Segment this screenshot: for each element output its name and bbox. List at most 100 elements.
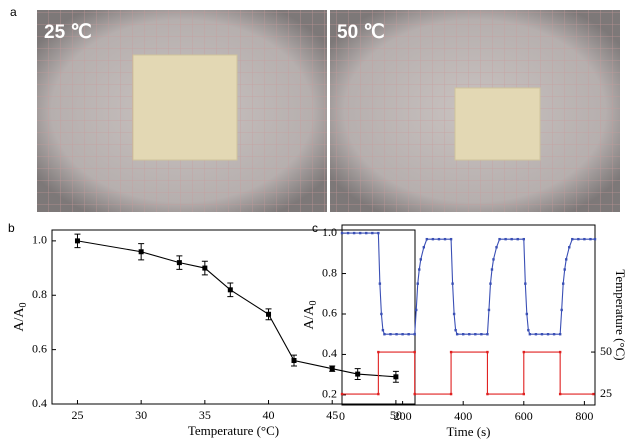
data-point (452, 312, 456, 316)
data-point (528, 333, 532, 336)
x-tick-label: 25 (71, 408, 83, 422)
data-point (202, 265, 208, 271)
data-point (495, 246, 498, 249)
data-point (449, 392, 453, 396)
data-point (487, 308, 491, 312)
data-point (451, 282, 454, 285)
data-point (449, 350, 453, 354)
y-axis-label-sub: 0 (18, 302, 29, 307)
plot-frame (51, 229, 416, 405)
data-point (443, 237, 447, 241)
y-tick-label: 0.6 (32, 341, 47, 355)
data-point (454, 328, 457, 332)
data-point (291, 358, 297, 363)
data-point (489, 282, 492, 285)
data-point (416, 282, 419, 285)
panel-label: a (10, 5, 17, 19)
data-point (546, 333, 550, 336)
panel-label: b (8, 221, 15, 235)
data-point (486, 350, 489, 354)
data-point (527, 328, 530, 332)
data-point (593, 237, 597, 241)
photo-label: 25 ℃ (44, 22, 92, 43)
data-point (474, 333, 477, 336)
data-point (377, 392, 380, 396)
plot-frame (341, 224, 596, 406)
data-point (510, 237, 513, 241)
data-point (329, 366, 335, 372)
data-point (176, 260, 182, 266)
data-point (589, 237, 592, 241)
data-point (407, 333, 410, 336)
x-tick-label: 200 (394, 409, 412, 423)
x-tick-label: 50 (390, 408, 402, 422)
data-point (431, 237, 435, 241)
photo-2: 50 ℃ (330, 10, 620, 212)
data-point (266, 311, 272, 317)
x-tick-label: 600 (515, 409, 533, 423)
data-point (524, 282, 527, 285)
data-point (522, 350, 525, 354)
data-point (381, 328, 385, 332)
data-point (486, 392, 489, 396)
data-point (522, 392, 525, 396)
x-tick-label: 40 (263, 408, 275, 422)
data-point (558, 333, 562, 336)
x-tick-label: 400 (454, 409, 472, 423)
y-tick-label: 0.8 (32, 287, 47, 301)
data-point (455, 333, 459, 336)
y-tick-label: 0.4 (322, 346, 337, 360)
y-tick-label: 0.8 (322, 265, 337, 279)
data-point (227, 287, 233, 293)
photo-1: 25 ℃ (37, 10, 327, 212)
data-point (425, 237, 429, 241)
data-point (346, 231, 350, 235)
data-point (413, 350, 416, 354)
series-line (342, 351, 594, 395)
data-point (558, 350, 562, 354)
series-line (342, 232, 595, 335)
data-point (340, 392, 344, 396)
y-tick-label: 1.0 (32, 233, 47, 247)
x-axis-label: Time (s) (447, 424, 491, 439)
data-point (561, 282, 565, 285)
data-point (577, 237, 580, 241)
photo-label: 50 ℃ (337, 22, 385, 43)
y2-tick-label: 25 (600, 386, 612, 400)
data-point (358, 231, 362, 235)
data-point (437, 237, 441, 241)
y2-axis-label: Temperature (°C) (613, 269, 627, 360)
data-point (393, 374, 399, 380)
data-point (380, 312, 383, 316)
data-point (371, 231, 374, 235)
data-point (525, 312, 529, 316)
data-point (422, 246, 426, 249)
data-point (401, 333, 404, 336)
x-tick-label: 0 (339, 409, 345, 423)
data-point (449, 237, 453, 241)
y-axis-label: A/A0 (302, 300, 319, 329)
x-tick-label: 35 (199, 408, 211, 422)
data-point (565, 258, 568, 261)
data-point (383, 333, 386, 336)
data-point (560, 308, 563, 312)
y-tick-label: 1.0 (322, 225, 337, 239)
y-axis-label-main: A/A (12, 307, 27, 332)
y-tick-label: 0.6 (322, 306, 337, 320)
x-tick-label: 30 (135, 408, 147, 422)
data-point (352, 231, 356, 235)
data-point (498, 237, 501, 241)
data-point (563, 268, 566, 271)
y-axis-label-main: A/A (302, 305, 317, 330)
data-point (492, 258, 495, 261)
y-tick-label: 0.2 (322, 387, 337, 401)
data-point (377, 350, 380, 354)
data-point (461, 333, 465, 336)
y2-tick-label: 50 (600, 344, 612, 358)
data-point (583, 237, 586, 241)
data-point (378, 282, 382, 285)
series-line (77, 240, 396, 378)
data-point (571, 237, 574, 241)
data-point (592, 392, 595, 396)
y-tick-label: 0.4 (32, 396, 47, 410)
